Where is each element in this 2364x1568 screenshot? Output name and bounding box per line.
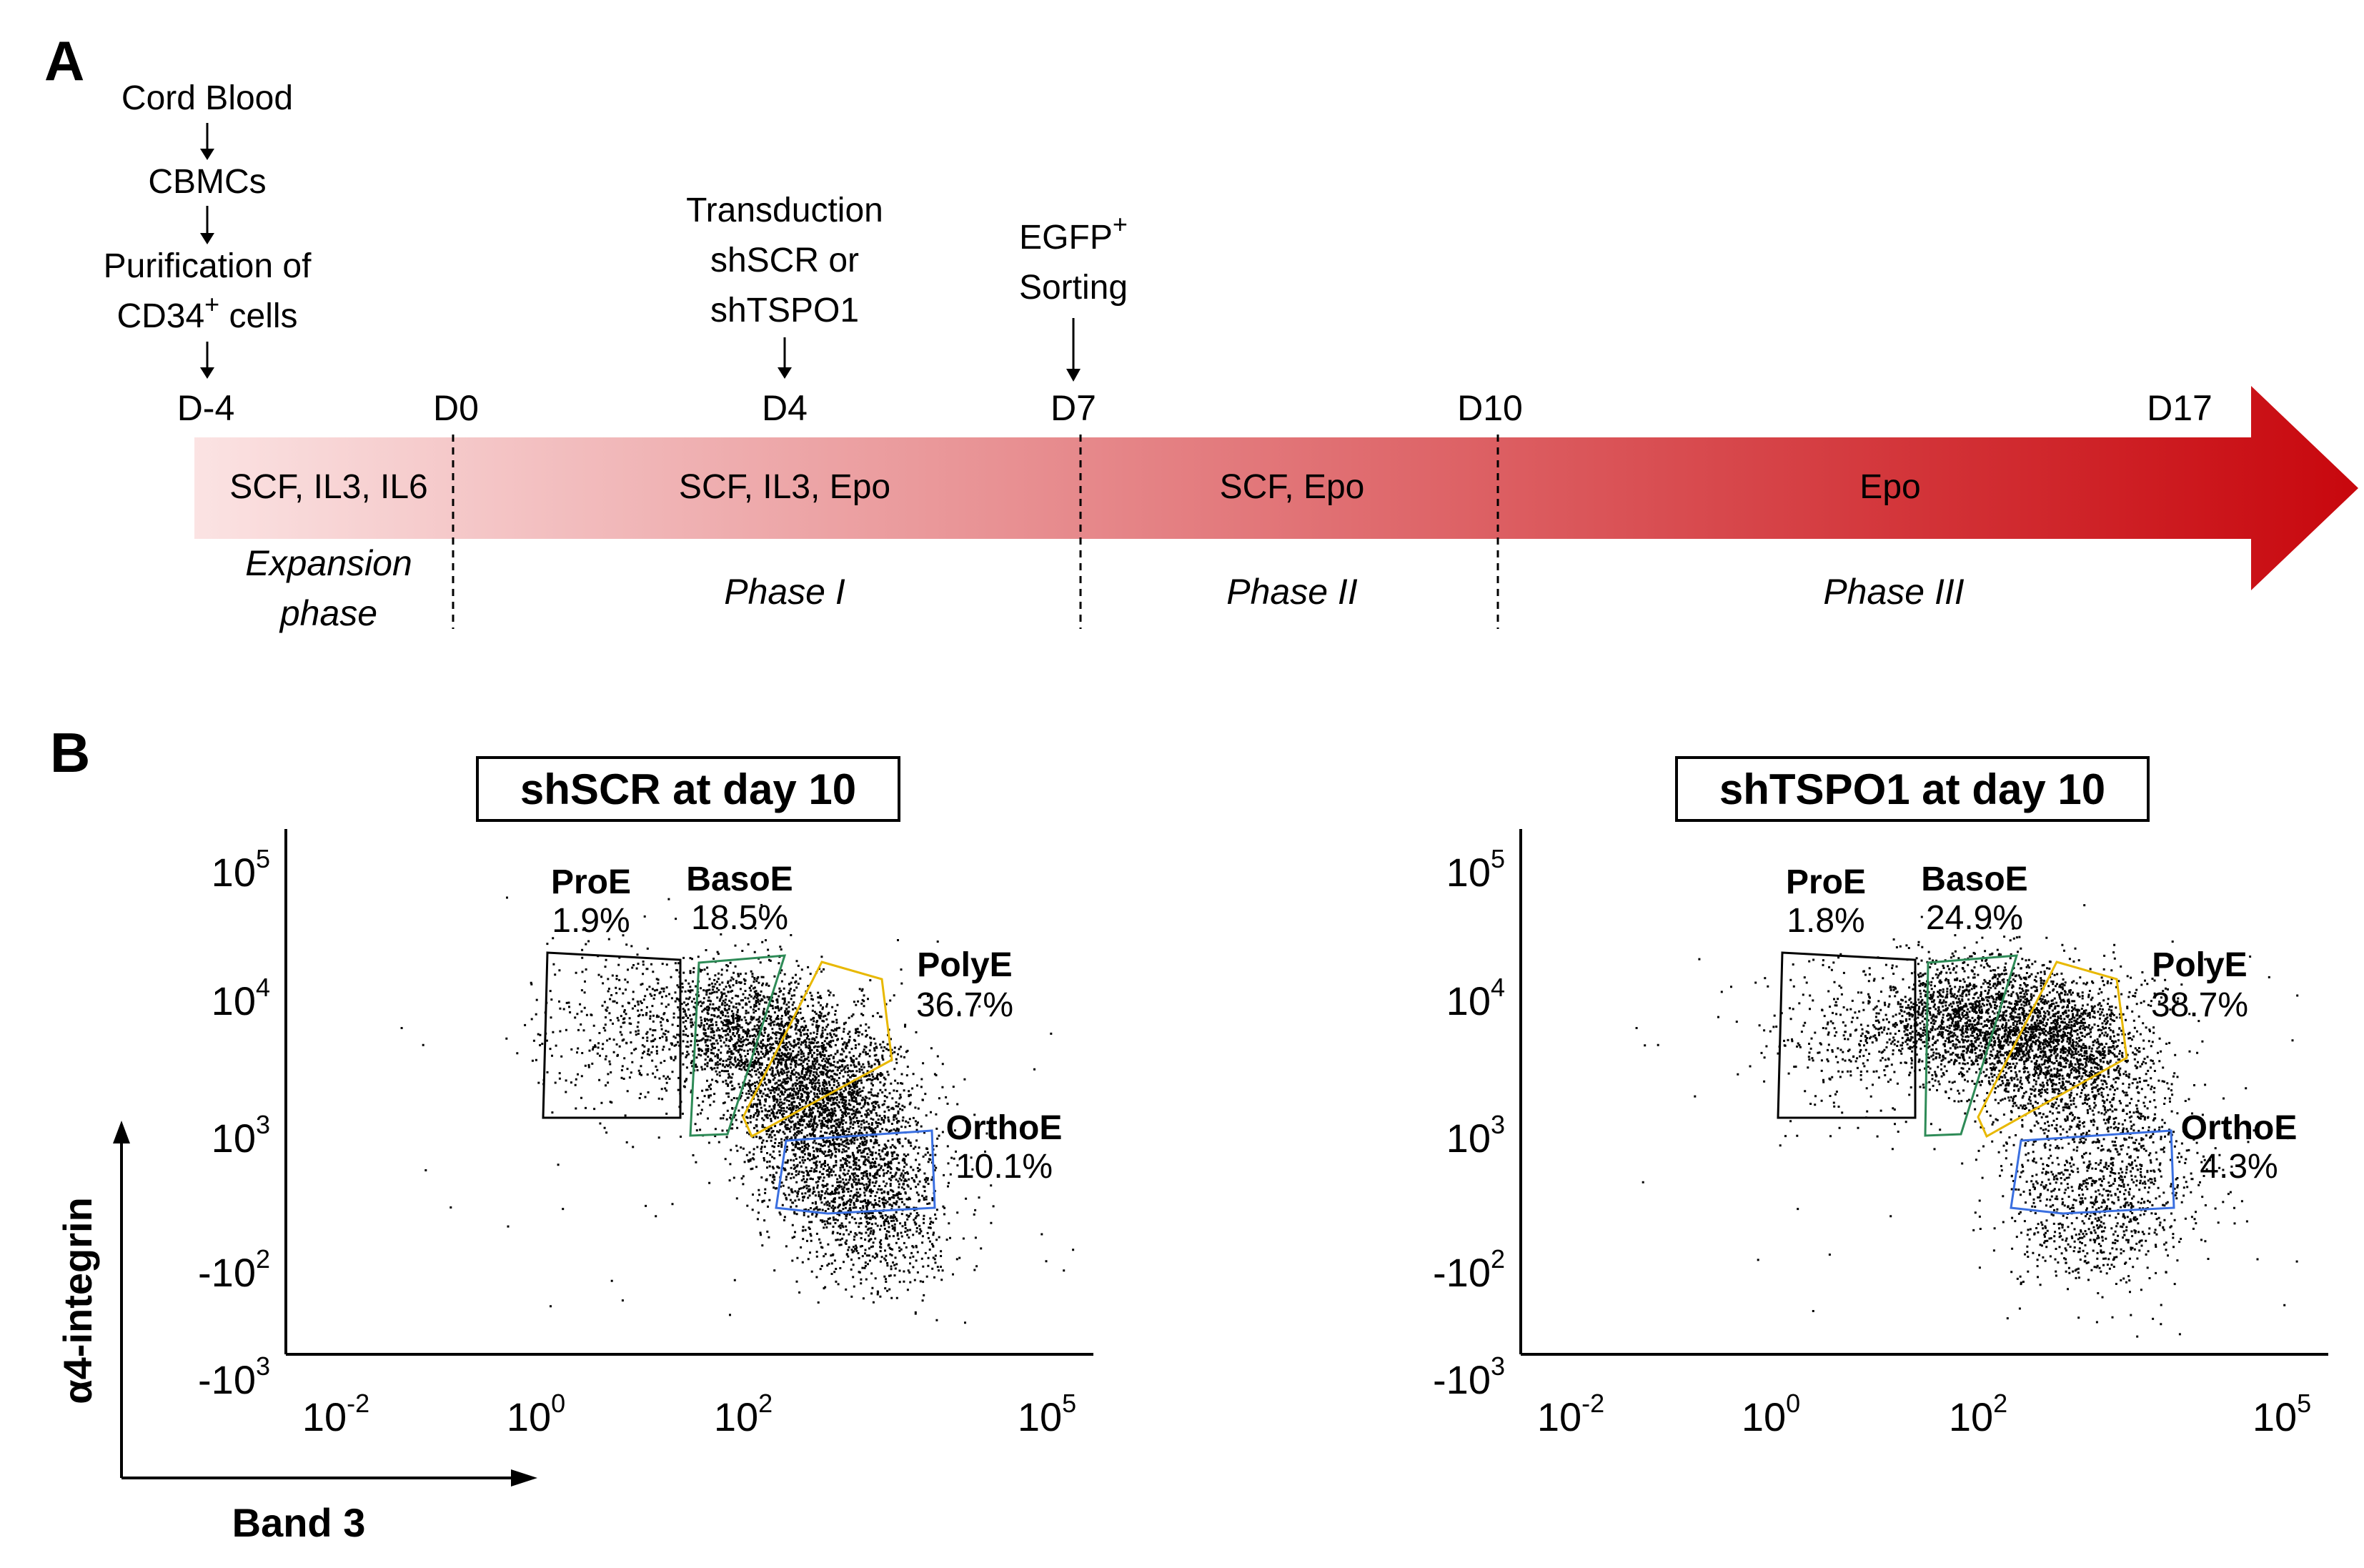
y-tick-label: 104	[1446, 973, 1505, 1023]
y-tick-label: -103	[1433, 1351, 1505, 1402]
x-tick-label: 100	[1742, 1389, 1800, 1439]
step-transduction-line2: shSCR or	[710, 242, 859, 279]
phase-label: phase	[279, 593, 377, 633]
down-arrow-icon	[200, 123, 214, 160]
proe-gate	[1777, 951, 1917, 1119]
step-transduction-line1: Transduction	[686, 192, 883, 229]
proe-label: ProE	[551, 863, 631, 901]
orthoe-percent: 4.3%	[2200, 1148, 2278, 1186]
y-tick-label: 103	[1446, 1110, 1505, 1161]
y-tick-label: 103	[212, 1110, 270, 1161]
basoe-gate	[689, 954, 787, 1137]
panel-b-letter: B	[50, 721, 90, 784]
up-arrow-icon	[113, 1121, 130, 1143]
orthoe-label: OrthoE	[2181, 1109, 2298, 1147]
down-arrow-icon	[1066, 318, 1081, 382]
step-sorting-line1: EGFP+	[1019, 209, 1128, 257]
basoe-percent: 24.9%	[1926, 899, 2023, 937]
plot-title: shTSPO1 at day 10	[1719, 765, 2105, 813]
timeline-arrow	[194, 386, 2358, 590]
x-tick-label: 100	[507, 1389, 565, 1439]
panel-a-letter: A	[44, 29, 84, 92]
phase-label: Phase III	[1823, 572, 1964, 612]
day-label: D0	[433, 388, 479, 428]
step-cord-blood: Cord Blood	[121, 79, 293, 117]
down-arrow-icon	[778, 337, 792, 379]
polye-label: PolyE	[917, 946, 1012, 984]
down-arrow-icon	[200, 206, 214, 244]
scatter-point-cloud	[400, 896, 1075, 1324]
band-label: Epo	[1859, 468, 1920, 506]
y-tick-label: 105	[212, 844, 270, 895]
panel-b: B Band 3 α4-integrin shSCR at day 10 Pro…	[50, 721, 2328, 1545]
flow-plot-shscr: shSCR at day 10 ProE 1.9% BasoE 18.5% Po…	[198, 756, 1093, 1439]
y-tick-label: 104	[212, 973, 270, 1023]
step-sorting-line2: Sorting	[1019, 269, 1128, 307]
plot-title: shSCR at day 10	[520, 765, 856, 813]
day-label: D17	[2147, 388, 2212, 428]
scatter-point-cloud	[1635, 904, 2299, 1338]
y-tick-label: -103	[198, 1351, 270, 1402]
step-cbmcs: CBMCs	[148, 163, 266, 201]
basoe-label: BasoE	[686, 860, 793, 898]
flow-plot-shtspo1: shTSPO1 at day 10 ProE 1.8% BasoE 24.9% …	[1433, 756, 2328, 1439]
plot-title-box	[1675, 756, 2150, 822]
proe-gate	[542, 951, 682, 1119]
step-purification-line1: Purification of	[104, 247, 312, 285]
band-label: SCF, Epo	[1220, 468, 1365, 506]
polye-percent: 36.7%	[916, 986, 1013, 1024]
axis-guide: Band 3 α4-integrin	[55, 1121, 537, 1545]
plot-title-box	[476, 756, 900, 822]
phase-label: Phase I	[724, 572, 845, 612]
phase-label: Expansion	[245, 543, 412, 583]
polye-gate	[742, 961, 893, 1138]
basoe-gate	[1924, 954, 2019, 1137]
x-axis-label: Band 3	[232, 1500, 366, 1545]
day-label: D7	[1051, 388, 1096, 428]
polye-label: PolyE	[2152, 946, 2247, 984]
day-label: D4	[762, 388, 808, 428]
day-label: D10	[1457, 388, 1523, 428]
y-tick-label: -102	[198, 1244, 270, 1295]
band-label: SCF, IL3, IL6	[229, 468, 427, 506]
orthoe-gate	[2010, 1129, 2175, 1215]
down-arrow-icon	[200, 342, 214, 379]
polye-gate	[1977, 961, 2128, 1138]
orthoe-gate	[775, 1129, 936, 1215]
scatter-points	[1635, 904, 2299, 1338]
scatter-points	[400, 896, 1075, 1324]
day-label: D-4	[177, 388, 235, 428]
x-tick-label: 10-2	[302, 1389, 369, 1439]
x-tick-label: 102	[714, 1389, 773, 1439]
y-tick-label: 105	[1446, 844, 1505, 895]
basoe-percent: 18.5%	[691, 899, 788, 937]
y-axis-label: α4-integrin	[55, 1197, 100, 1404]
proe-label: ProE	[1786, 863, 1866, 901]
right-arrow-icon	[511, 1469, 537, 1487]
phase-label: Phase II	[1226, 572, 1358, 612]
orthoe-percent: 10.1%	[955, 1148, 1053, 1186]
panel-a: A Cord Blood CBMCs Purification of CD34+…	[44, 29, 2358, 633]
step-transduction-line3: shTSPO1	[710, 292, 859, 329]
proe-percent: 1.9%	[552, 902, 630, 940]
band-label: SCF, IL3, Epo	[679, 468, 890, 506]
y-tick-label: -102	[1433, 1244, 1505, 1295]
proe-percent: 1.8%	[1787, 902, 1864, 940]
polye-percent: 38.7%	[2151, 986, 2248, 1024]
x-tick-label: 105	[1018, 1389, 1076, 1439]
x-tick-label: 105	[2253, 1389, 2311, 1439]
x-tick-label: 10-2	[1537, 1389, 1604, 1439]
x-tick-label: 102	[1949, 1389, 2007, 1439]
orthoe-label: OrthoE	[946, 1109, 1063, 1147]
basoe-label: BasoE	[1921, 860, 2027, 898]
step-purification-line2: CD34+ cells	[116, 289, 297, 335]
